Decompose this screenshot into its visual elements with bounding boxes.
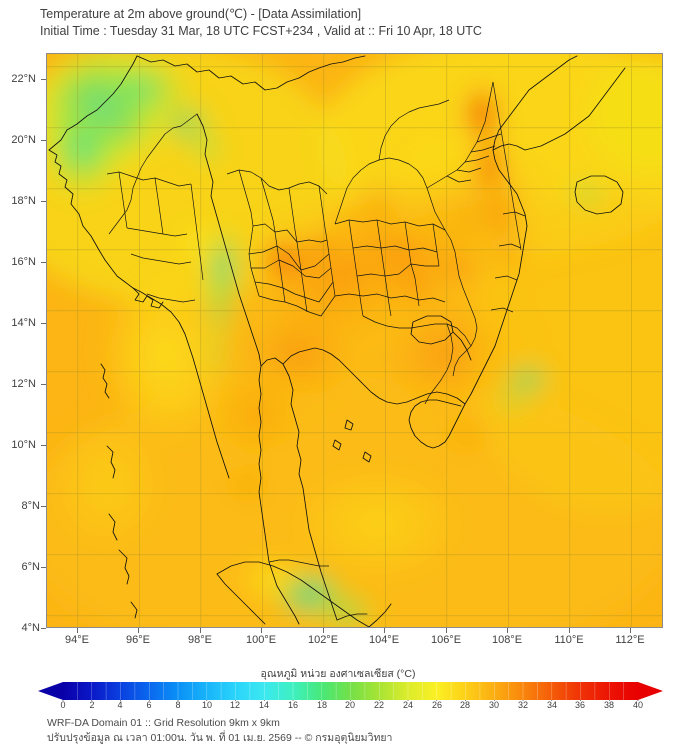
colorbar-tick-label: 12 bbox=[229, 700, 240, 710]
map-canvas bbox=[47, 54, 662, 627]
x-tick-mark bbox=[323, 628, 324, 633]
colorbar-tick-label: 6 bbox=[146, 700, 152, 710]
y-tick-label: 16°N bbox=[11, 256, 36, 268]
x-tick-label: 98°E bbox=[188, 634, 212, 646]
colorbar-tick-label: 28 bbox=[459, 700, 470, 710]
x-tick-label: 106°E bbox=[430, 634, 462, 646]
x-tick-mark bbox=[138, 628, 139, 633]
x-tick-label: 100°E bbox=[245, 634, 277, 646]
colorbar-tick-label: 18 bbox=[316, 700, 327, 710]
x-tick-mark bbox=[630, 628, 631, 633]
x-tick-label: 104°E bbox=[368, 634, 400, 646]
colorbar-tick-label: 4 bbox=[117, 700, 123, 710]
attribution-line: ปรับปรุงข้อมูล ณ เวลา 01:00น. วัน พ. ที่… bbox=[47, 732, 393, 744]
colorbar-tick-label: 36 bbox=[574, 700, 585, 710]
colorbar-tick-label: 22 bbox=[373, 700, 384, 710]
colorbar bbox=[38, 681, 663, 701]
x-tick-label: 96°E bbox=[126, 634, 150, 646]
y-tick-label: 18°N bbox=[11, 195, 36, 207]
model-info-line: WRF-DA Domain 01 :: Grid Resolution 9km … bbox=[47, 717, 280, 729]
x-tick-mark bbox=[507, 628, 508, 633]
y-tick-mark bbox=[41, 628, 46, 629]
chart-title-block: Temperature at 2m above ground(℃) - [Dat… bbox=[40, 6, 640, 40]
colorbar-cell-dividers bbox=[77, 682, 624, 700]
x-tick-mark bbox=[77, 628, 78, 633]
colorbar-tick-label: 34 bbox=[546, 700, 557, 710]
colorbar-tick-label: 24 bbox=[402, 700, 413, 710]
colorbar-tick-label: 20 bbox=[344, 700, 355, 710]
y-tick-label: 6°N bbox=[21, 561, 40, 573]
x-tick-mark bbox=[261, 628, 262, 633]
colorbar-tick-label: 30 bbox=[488, 700, 499, 710]
colorbar-tick-label: 32 bbox=[517, 700, 528, 710]
y-tick-label: 20°N bbox=[11, 134, 36, 146]
x-tick-label: 112°E bbox=[615, 634, 645, 646]
colorbar-tick-label: 8 bbox=[175, 700, 181, 710]
x-tick-label: 108°E bbox=[491, 634, 523, 646]
y-tick-label: 12°N bbox=[11, 378, 36, 390]
x-tick-label: 94°E bbox=[65, 634, 89, 646]
colorbar-tick-label: 16 bbox=[287, 700, 298, 710]
colorbar-extend-max bbox=[638, 682, 663, 700]
forecast-subtitle: Initial Time : Tuesday 31 Mar, 18 UTC FC… bbox=[40, 24, 482, 38]
y-tick-mark bbox=[41, 140, 46, 141]
page-title: Temperature at 2m above ground(℃) - [Dat… bbox=[40, 7, 362, 21]
colorbar-tick-label: 2 bbox=[89, 700, 95, 710]
x-tick-label: 110°E bbox=[554, 634, 584, 646]
administrative-boundaries-layer bbox=[106, 81, 526, 567]
x-tick-label: 102°E bbox=[307, 634, 339, 646]
colorbar-tick-label: 26 bbox=[431, 700, 442, 710]
x-tick-mark bbox=[200, 628, 201, 633]
y-tick-mark bbox=[41, 201, 46, 202]
colorbar-tick-label: 14 bbox=[258, 700, 269, 710]
y-tick-mark bbox=[41, 567, 46, 568]
temperature-map bbox=[46, 53, 663, 628]
y-tick-label: 8°N bbox=[21, 500, 40, 512]
y-tick-mark bbox=[41, 79, 46, 80]
y-tick-label: 10°N bbox=[11, 439, 36, 451]
x-tick-mark bbox=[569, 628, 570, 633]
y-tick-label: 4°N bbox=[21, 622, 40, 634]
footer-block: WRF-DA Domain 01 :: Grid Resolution 9km … bbox=[47, 716, 647, 746]
y-tick-label: 22°N bbox=[11, 73, 36, 85]
x-tick-mark bbox=[384, 628, 385, 633]
colorbar-bar bbox=[63, 682, 638, 700]
y-tick-mark bbox=[41, 384, 46, 385]
colorbar-extend-min bbox=[38, 682, 63, 700]
colorbar-tick-label: 38 bbox=[603, 700, 614, 710]
colorbar-tick-marks bbox=[62, 700, 639, 701]
colorbar-title: อุณหภูมิ หน่วย องศาเซลเซียส (°C) bbox=[260, 668, 416, 680]
y-tick-mark bbox=[41, 506, 46, 507]
y-tick-label: 14°N bbox=[11, 317, 36, 329]
colorbar-tick-label: 0 bbox=[60, 700, 66, 710]
colorbar-tick-label: 40 bbox=[632, 700, 643, 710]
y-tick-mark bbox=[41, 445, 46, 446]
y-tick-mark bbox=[41, 262, 46, 263]
coastline-layer bbox=[48, 55, 626, 627]
colorbar-gradient bbox=[38, 682, 663, 701]
y-tick-mark bbox=[41, 323, 46, 324]
colorbar-tick-label: 10 bbox=[201, 700, 212, 710]
x-tick-mark bbox=[446, 628, 447, 633]
